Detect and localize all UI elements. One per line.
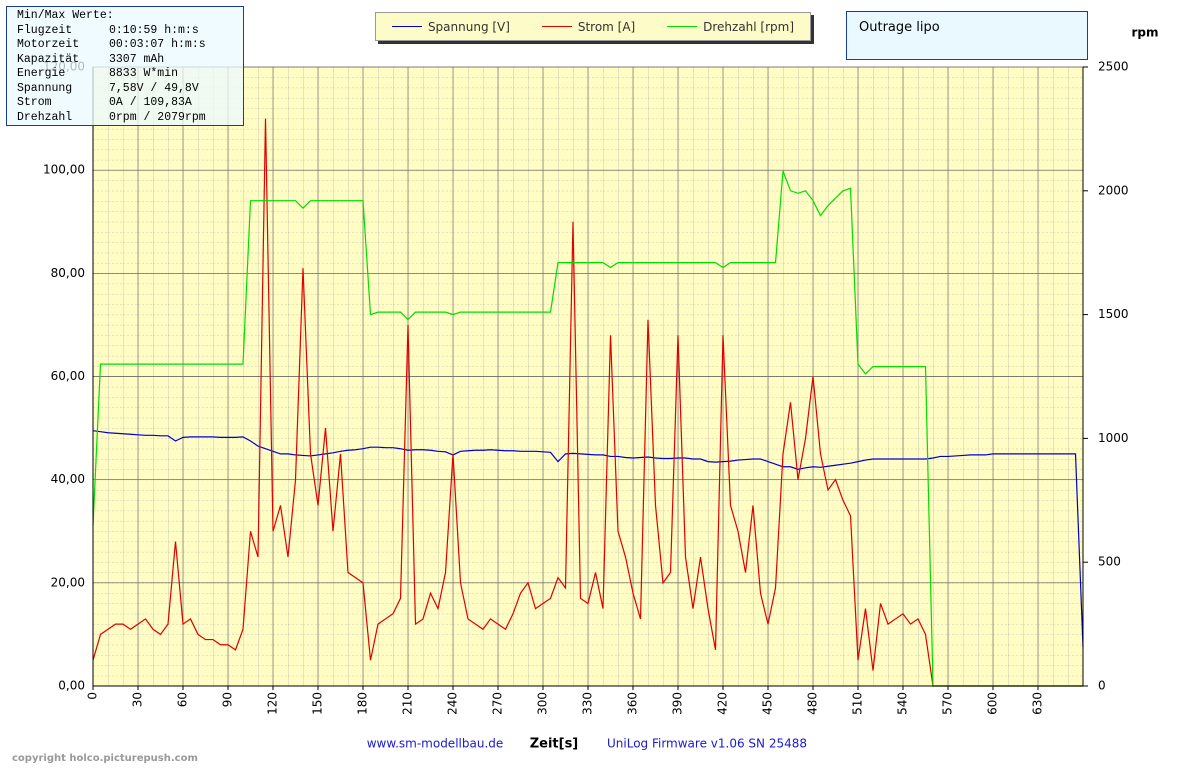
y-tick-label: 80,00 (51, 266, 85, 280)
y2-tick-label: 0 (1098, 679, 1106, 693)
y2-tick-label: 2500 (1098, 60, 1129, 74)
x-tick-label: 30 (131, 692, 145, 707)
info-value: 3307 mAh (109, 52, 165, 66)
info-row: Motorzeit 00:03:07 h:m:s (17, 38, 243, 53)
x-tick-label: 60 (176, 692, 190, 707)
x-tick-label: 480 (806, 692, 820, 715)
chart-title: Outrage lipo (859, 20, 940, 35)
legend-item: Strom [A] (541, 19, 636, 34)
info-title: Min/Max Werte: (17, 9, 114, 22)
y-tick-label: 40,00 (51, 472, 85, 486)
title-box: Outrage lipo (846, 11, 1088, 60)
x-tick-label: 570 (941, 692, 955, 715)
legend-label: Strom [A] (577, 19, 636, 34)
x-tick-label: 330 (581, 692, 595, 715)
x-tick-label: 540 (896, 692, 910, 715)
x-tick-label: 300 (536, 692, 550, 715)
info-key: Energie (17, 67, 66, 80)
info-row: Flugzeit 0:10:59 h:m:s (17, 24, 243, 39)
info-key: Kapazität (17, 52, 80, 66)
legend: Spannung [V] Strom [A] Drehzahl [rpm] (375, 12, 811, 41)
x-tick-label: 630 (1031, 692, 1045, 715)
legend-item: Drehzahl [rpm] (667, 20, 794, 34)
x-tick-label: 600 (986, 692, 1000, 715)
info-row: Drehzahl 0rpm / 2079rpm (17, 111, 243, 126)
x-axis-title: Zeit[s] (530, 737, 579, 752)
x-tick-label: 270 (491, 692, 505, 715)
x-tick-label: 120 (266, 692, 280, 715)
x-tick-label: 90 (221, 692, 235, 707)
legend-swatch (667, 26, 698, 27)
y-tick-label: 20,00 (51, 575, 85, 589)
info-row: Spannung 7,58V / 49,8V (17, 82, 243, 97)
series-line (92, 430, 1084, 647)
series-line (92, 118, 1083, 687)
info-value: 8833 W*min (109, 67, 179, 80)
info-value: 00:03:07 h:m:s (109, 38, 206, 51)
info-key: Strom (17, 96, 52, 109)
legend-swatch (541, 26, 572, 27)
x-tick-label: 420 (716, 692, 730, 715)
x-tick-label: 180 (356, 692, 370, 715)
footer-left: www.sm-modellbau.de (367, 737, 504, 751)
info-key: Flugzeit (17, 23, 73, 37)
info-row: Kapazität 3307 mAh (17, 53, 243, 68)
info-key: Drehzahl (17, 110, 73, 124)
copyright: copyright holco.picturepush.com (12, 753, 198, 764)
series-line (92, 170, 1083, 687)
info-value: 0rpm / 2079rpm (109, 110, 206, 124)
info-value: 0:10:59 h:m:s (109, 23, 199, 37)
info-value: 0A / 109,83A (109, 96, 192, 109)
y2-tick-label: 500 (1098, 555, 1121, 569)
legend-item: Spannung [V] (391, 19, 510, 34)
info-key: Motorzeit (17, 38, 80, 51)
x-tick-label: 510 (851, 692, 865, 715)
x-tick-label: 150 (311, 692, 325, 715)
footer-right: UniLog Firmware v1.06 SN 25488 (607, 737, 807, 751)
info-row: Strom 0A / 109,83A (17, 96, 243, 111)
y2-tick-label: 2000 (1098, 183, 1129, 197)
x-tick-label: 210 (401, 692, 415, 715)
x-tick-label: 450 (761, 692, 775, 715)
y-tick-label: 0,00 (58, 679, 85, 693)
legend-label: Spannung [V] (427, 19, 510, 34)
info-key: Spannung (17, 81, 73, 95)
legend-swatch (391, 26, 422, 27)
x-tick-label: 390 (671, 692, 685, 715)
info-row: Energie 8833 W*min (17, 67, 243, 82)
y2-axis-title: rpm (1131, 26, 1158, 40)
info-value: 7,58V / 49,8V (109, 81, 199, 95)
info-box: Min/Max Werte: Flugzeit 0:10:59 h:m:s Moto… (6, 6, 244, 126)
x-tick-label: 360 (626, 692, 640, 715)
y-tick-label: 60,00 (51, 369, 85, 383)
x-tick-label: 0 (86, 692, 100, 700)
y-tick-label: 100,00 (43, 163, 85, 177)
x-tick-label: 240 (446, 692, 460, 715)
y2-tick-label: 1000 (1098, 431, 1129, 445)
legend-label: Drehzahl [rpm] (703, 19, 795, 34)
y2-tick-label: 1500 (1098, 307, 1129, 321)
